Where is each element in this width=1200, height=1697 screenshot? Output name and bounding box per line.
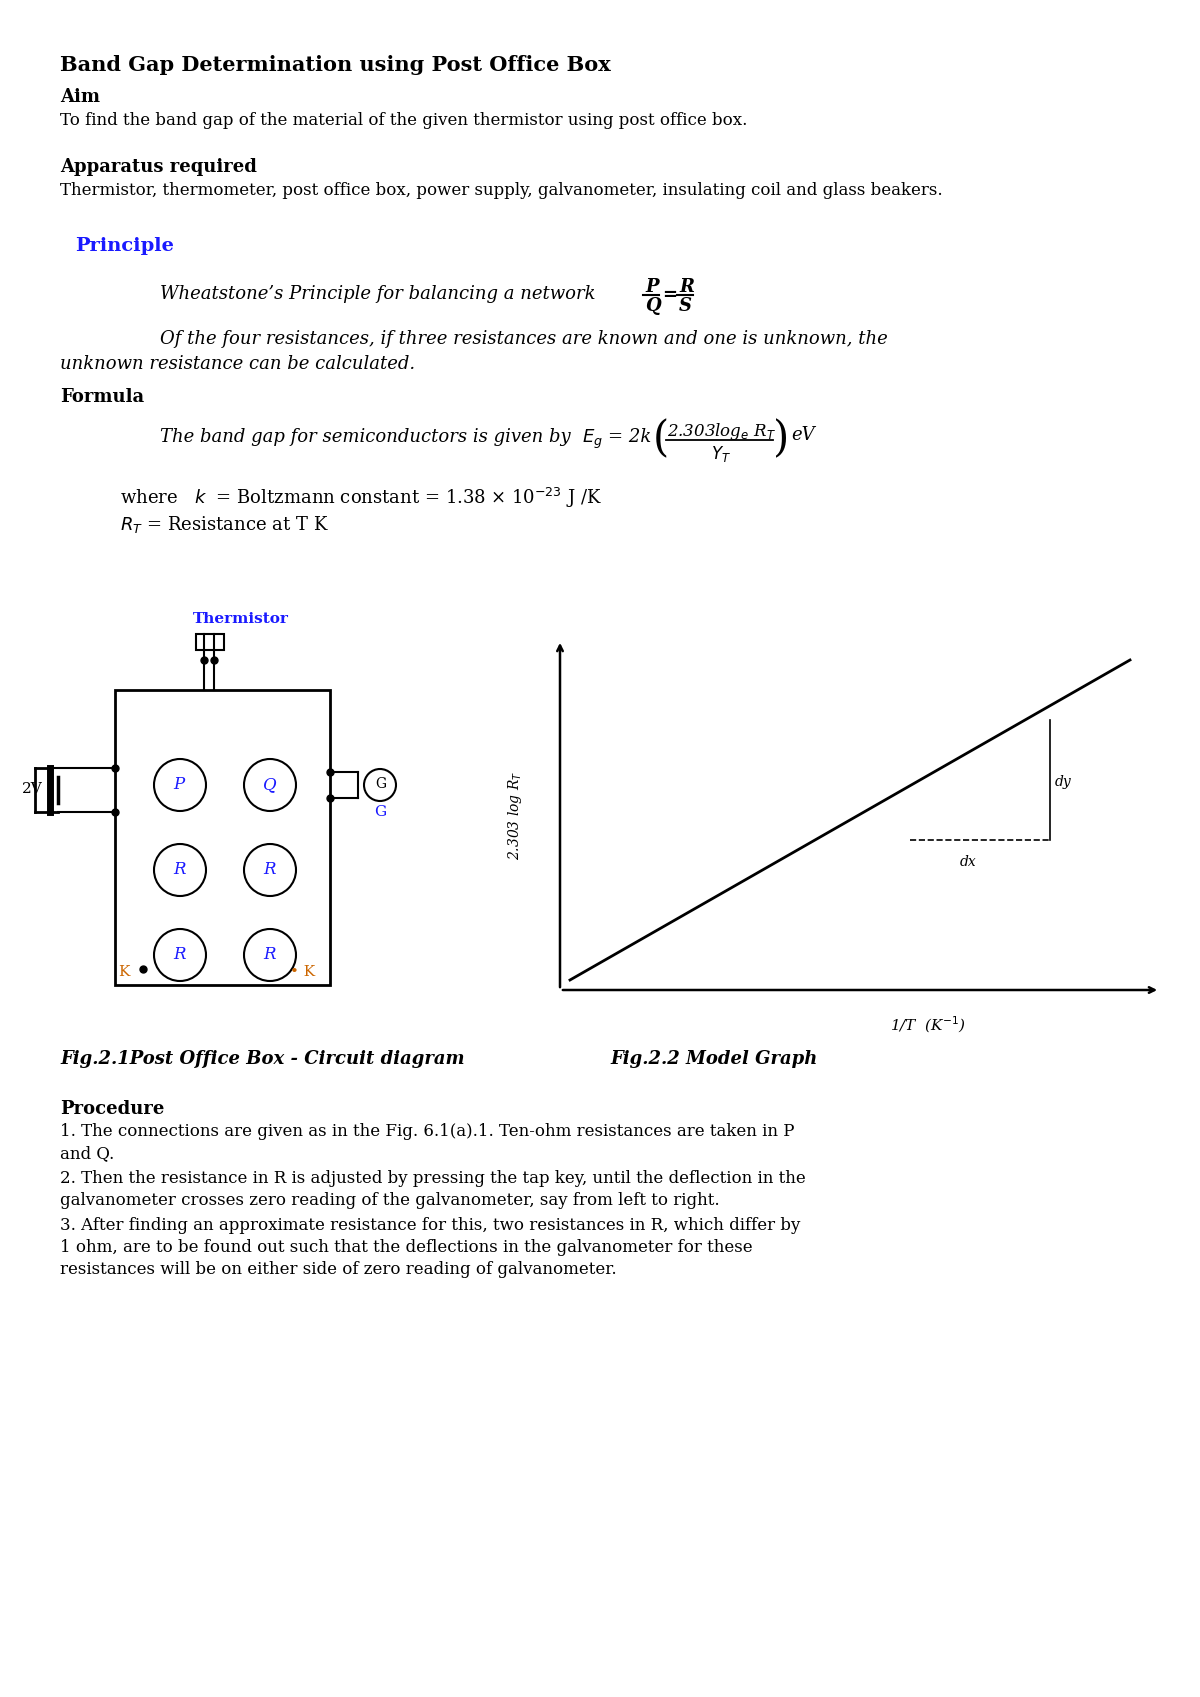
Text: 3. After finding an approximate resistance for this, two resistances in R, which: 3. After finding an approximate resistan… (60, 1217, 800, 1234)
Text: G: G (374, 777, 386, 791)
Text: Q: Q (263, 776, 277, 792)
Text: 2. Then the resistance in R is adjusted by pressing the tap key, until the defle: 2. Then the resistance in R is adjusted … (60, 1169, 805, 1186)
Text: Thermistor, thermometer, post office box, power supply, galvanometer, insulating: Thermistor, thermometer, post office box… (60, 182, 943, 199)
Text: G: G (374, 804, 386, 820)
Text: 1 ohm, are to be found out such that the deflections in the galvanometer for the: 1 ohm, are to be found out such that the… (60, 1239, 752, 1256)
Text: Fig.2.1Post Office Box - Circuit diagram: Fig.2.1Post Office Box - Circuit diagram (60, 1050, 464, 1067)
Text: eV: eV (791, 426, 815, 445)
Text: R: R (173, 945, 186, 962)
Text: Thermistor: Thermistor (193, 613, 289, 626)
Text: $R_T$ = Resistance at T K: $R_T$ = Resistance at T K (120, 514, 329, 535)
Text: Of the four resistances, if three resistances are known and one is unknown, the: Of the four resistances, if three resist… (160, 329, 888, 348)
Text: dy: dy (1055, 776, 1072, 789)
Text: The band gap for semiconductors is given by: The band gap for semiconductors is given… (160, 428, 571, 446)
Text: ): ) (773, 417, 790, 460)
Text: Q: Q (646, 297, 661, 316)
Text: Apparatus required: Apparatus required (60, 158, 257, 176)
Text: P: P (646, 278, 659, 295)
Text: R: R (679, 278, 694, 295)
Text: Fig.2.2 Model Graph: Fig.2.2 Model Graph (610, 1050, 817, 1067)
Text: S: S (679, 297, 692, 316)
Text: $\mathit{Y}_T$: $\mathit{Y}_T$ (710, 445, 731, 463)
Text: galvanometer crosses zero reading of the galvanometer, say from left to right.: galvanometer crosses zero reading of the… (60, 1191, 720, 1208)
Text: Principle: Principle (74, 238, 174, 255)
Text: 1. The connections are given as in the Fig. 6.1(a).1. Ten-ohm resistances are ta: 1. The connections are given as in the F… (60, 1123, 794, 1140)
Text: where   $k$  = Boltzmann constant = 1.38 × 10$^{-23}$ J /K: where $k$ = Boltzmann constant = 1.38 × … (120, 485, 602, 511)
Text: (: ( (653, 417, 670, 460)
Text: Aim: Aim (60, 88, 100, 105)
Text: $E_g$: $E_g$ (582, 428, 602, 451)
Text: dx: dx (960, 855, 977, 869)
Text: resistances will be on either side of zero reading of galvanometer.: resistances will be on either side of ze… (60, 1261, 617, 1278)
Text: unknown resistance can be calculated.: unknown resistance can be calculated. (60, 355, 415, 373)
Text: Procedure: Procedure (60, 1100, 164, 1118)
Text: Wheatstone’s Principle for balancing a network: Wheatstone’s Principle for balancing a n… (160, 285, 595, 304)
Text: and Q.: and Q. (60, 1145, 114, 1162)
Text: 2.303 log R$_T$: 2.303 log R$_T$ (506, 770, 524, 860)
Text: • K: • K (290, 966, 316, 979)
Text: Band Gap Determination using Post Office Box: Band Gap Determination using Post Office… (60, 54, 611, 75)
Text: R: R (263, 945, 276, 962)
Text: R: R (263, 860, 276, 877)
Text: =: = (662, 287, 677, 304)
Text: 2V: 2V (22, 782, 43, 796)
Text: 2.303log$_e$ R$_T$: 2.303log$_e$ R$_T$ (667, 421, 776, 441)
Text: = 2k: = 2k (608, 428, 652, 446)
Bar (115, 691, 330, 984)
Text: Formula: Formula (60, 389, 144, 406)
Text: K: K (118, 966, 130, 979)
Text: To find the band gap of the material of the given thermistor using post office b: To find the band gap of the material of … (60, 112, 748, 129)
Text: R: R (173, 860, 186, 877)
Bar (196, 635, 224, 650)
Text: 1/T  (K$^{-1}$): 1/T (K$^{-1}$) (890, 1015, 966, 1035)
Text: P: P (173, 776, 184, 792)
